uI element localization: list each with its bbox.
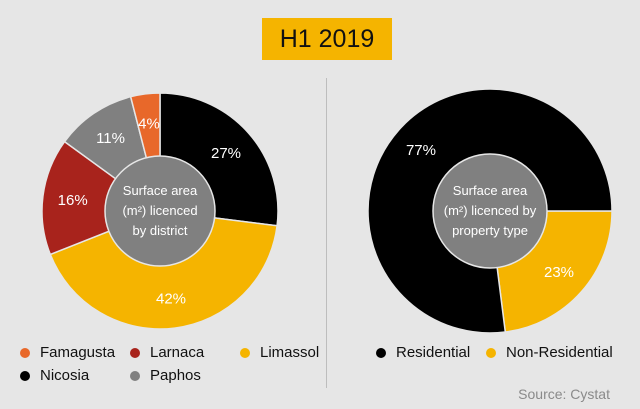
slice-larnaca [41,140,162,256]
legend-item-paphos: Paphos [130,367,201,384]
data-label-non-residential: 23% [544,264,574,281]
data-label-nicosia: 27% [211,145,241,162]
data-label-residential: 77% [406,142,436,159]
legend-marker [376,347,386,358]
legend-label: Larnaca [150,344,205,361]
legend-marker [130,370,140,381]
legend-item-non-residential: Non-Residential [486,344,613,361]
divider [326,78,327,388]
center-text-line: Surface area [123,183,198,198]
center-text-line: Surface area [453,183,528,198]
data-label-larnaca: 16% [58,192,88,209]
donut-center [432,153,548,269]
legend-marker [20,347,30,358]
source-note: Source: Cystat [518,386,610,402]
slice-limassol [49,210,278,330]
legend-label: Nicosia [40,367,90,384]
legend-label: Non-Residential [506,344,613,361]
legend-item-nicosia: Nicosia [20,367,89,384]
legend-item-larnaca: Larnaca [130,344,204,361]
center-text-line: property type [452,223,528,238]
chart-title: H1 2019 [262,18,392,60]
data-label-limassol: 42% [156,290,186,307]
legend-label: Residential [396,344,471,361]
center-text-line: (m²) licenced [122,203,197,218]
legend-label: Paphos [150,367,201,384]
legend-marker [130,347,140,358]
legend-marker [20,370,30,381]
legend-label: Limassol [260,344,320,361]
legend-item-famagusta: Famagusta [20,344,115,361]
center-text-line: (m²) licenced by [444,203,537,218]
legend-item-residential: Residential [376,344,470,361]
center-text-line: by district [133,223,188,238]
donut-center [104,155,216,267]
legend-label: Famagusta [40,344,116,361]
legend-item-limassol: Limassol [240,344,319,361]
legend-marker [486,347,496,358]
legend-marker [240,347,250,358]
data-label-famagusta: 4% [138,116,160,133]
data-label-paphos: 11% [96,130,125,147]
